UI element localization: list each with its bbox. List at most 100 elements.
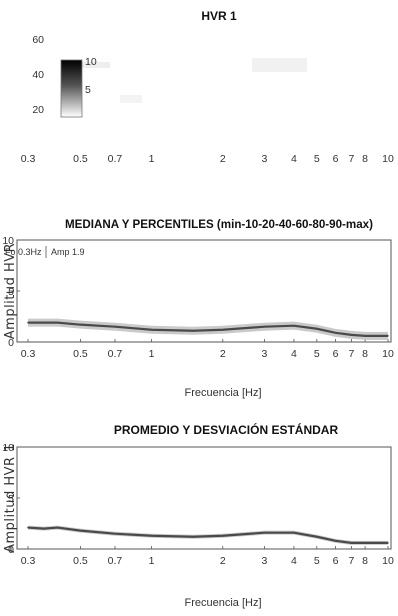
x-tick-label: 8 — [362, 153, 368, 165]
heatmap-y-tick: 60 — [32, 34, 44, 46]
y-tick-label: 10 — [2, 235, 14, 247]
x-tick-label: 2 — [220, 555, 226, 567]
x-tick-label: 0.5 — [73, 348, 88, 360]
chart-3-title: PROMEDIO Y DESVIACIÓN ESTÁNDAR — [114, 422, 339, 437]
chart-3-xlabel: Frecuencia [Hz] — [184, 597, 261, 609]
heatmap-y-tick: 40 — [32, 69, 44, 81]
x-tick-label: 6 — [333, 153, 339, 165]
series-point — [263, 325, 266, 328]
x-tick-label: 10 — [382, 348, 394, 360]
chart-2-amp-annotation: Amp 1.9 — [51, 247, 85, 257]
x-tick-label: 0.3 — [21, 348, 36, 360]
series-point — [350, 334, 353, 336]
x-tick-label: 2 — [220, 153, 226, 165]
x-tick-label: 7 — [348, 153, 354, 165]
heatmap-blob — [252, 58, 307, 72]
series-point — [387, 335, 389, 337]
y-tick-label: 5 — [8, 286, 14, 298]
series-point — [192, 535, 195, 538]
series-line — [28, 321, 388, 337]
x-tick-label: 0.3 — [21, 153, 36, 165]
x-tick-label: 6 — [333, 348, 339, 360]
y-tick-label: 10 — [2, 442, 14, 454]
series-point — [350, 542, 353, 544]
series-point — [263, 531, 266, 534]
x-tick-label: 8 — [362, 348, 368, 360]
colorbar-tick: 5 — [85, 84, 91, 96]
x-tick-label: 2 — [220, 348, 226, 360]
heatmap-y-ticks: 60 40 20 — [32, 34, 44, 116]
series-point — [56, 321, 59, 324]
x-tick-label: 0.5 — [73, 555, 88, 567]
heatmap-title: HVR 1 — [201, 9, 237, 23]
x-tick-label: 3 — [261, 555, 267, 567]
chart-3-series — [27, 525, 389, 545]
x-tick-label: 5 — [314, 153, 320, 165]
x-tick-label: 3 — [261, 348, 267, 360]
series-point — [293, 324, 295, 327]
series-point — [43, 527, 45, 530]
series-point — [364, 335, 366, 337]
x-tick-label: 0.3 — [21, 555, 36, 567]
chart-2-series — [27, 318, 389, 340]
series-point — [79, 529, 82, 532]
x-tick-label: 6 — [333, 555, 339, 567]
series-line — [27, 526, 388, 544]
series-point — [293, 531, 295, 534]
x-tick-label: 10 — [382, 555, 394, 567]
x-tick-label: 0.7 — [108, 348, 123, 360]
x-tick-label: 1 — [149, 348, 155, 360]
x-tick-label: 1 — [149, 153, 155, 165]
series-point — [150, 534, 153, 537]
series-point — [221, 534, 224, 537]
x-tick-label: 1 — [149, 555, 155, 567]
heatmap-blob — [120, 95, 142, 103]
series-point — [114, 325, 116, 328]
y-tick-label: 0 — [8, 337, 14, 349]
chart-2-y-ticks: 0 5 10 — [2, 235, 20, 349]
series-point — [150, 328, 153, 331]
series-point — [192, 329, 195, 332]
x-tick-label: 0.7 — [108, 555, 123, 567]
y-tick-label: 5 — [8, 493, 14, 505]
colorbar-tick: 10 — [85, 56, 97, 68]
y-tick-label: 0 — [8, 544, 14, 556]
chart-2-fo-annotation: Fo 0.3Hz — [5, 247, 42, 257]
series-point — [364, 542, 366, 544]
x-tick-label: 8 — [362, 555, 368, 567]
x-tick-label: 7 — [348, 348, 354, 360]
series-point — [334, 540, 337, 542]
series-point — [316, 535, 318, 538]
chart-2-ylabel: Amplitud HVR — [3, 243, 18, 339]
chart-3-y-ticks: 0 5 10 — [2, 442, 20, 556]
colorbar — [60, 59, 83, 118]
chart-3-x-ticks: 0.3 0.5 0.7 1 2 3 4 5 6 7 8 10 — [21, 546, 394, 567]
x-tick-label: 5 — [314, 348, 320, 360]
series-point — [114, 532, 116, 535]
x-tick-label: 0.7 — [108, 153, 123, 165]
x-tick-label: 0.5 — [73, 153, 88, 165]
chart-3-plot-area — [16, 446, 392, 550]
chart-3-ylabel: Amplitud HVR 1 — [3, 443, 18, 553]
series-point — [79, 323, 82, 326]
chart-2-title: MEDIANA Y PERCENTILES (min-10-20-40-60-8… — [65, 217, 373, 231]
chart-2-x-ticks: 0.3 0.5 0.7 1 2 3 4 5 6 7 8 10 — [21, 339, 394, 360]
x-tick-label: 4 — [291, 555, 297, 567]
series-point — [56, 526, 59, 529]
heatmap-area — [72, 58, 307, 103]
x-tick-label: 7 — [348, 555, 354, 567]
x-tick-label: 10 — [382, 153, 394, 165]
heatmap-x-ticks: 0.3 0.5 0.7 1 2 3 4 5 6 7 8 10 — [21, 153, 394, 165]
series-point — [27, 321, 29, 324]
series-point — [316, 327, 318, 330]
heatmap-y-tick: 20 — [32, 104, 44, 116]
x-tick-label: 4 — [291, 153, 297, 165]
series-point — [221, 328, 224, 331]
x-tick-label: 3 — [261, 153, 267, 165]
series-point — [27, 526, 29, 529]
x-tick-label: 5 — [314, 555, 320, 567]
series-point — [387, 542, 389, 544]
series-point — [334, 332, 337, 334]
chart-2-xlabel: Frecuencia [Hz] — [184, 387, 261, 399]
